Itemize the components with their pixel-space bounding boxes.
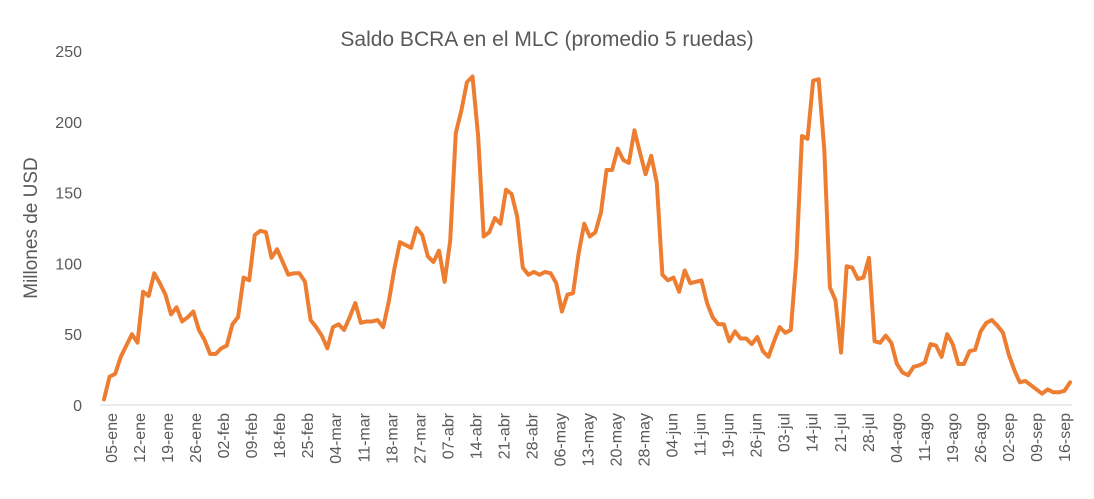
x-tick-label: 11-jun (693, 413, 710, 456)
x-tick-label: 03-jul (777, 413, 794, 452)
x-tick-label: 11-mar (356, 412, 373, 462)
x-tick-label: 21-jul (833, 413, 850, 452)
y-tick-label: 150 (55, 186, 82, 203)
x-tick-label: 26-ago (973, 413, 990, 463)
x-tick-label: 14-jul (805, 413, 822, 452)
x-tick-label: 05-ene (104, 413, 121, 463)
x-tick-label: 28-jul (861, 413, 878, 452)
x-axis-ticks: 05-ene 12-ene 19-ene 26-ene 02-feb 09-feb 18-f… (104, 412, 1074, 466)
y-tick-label: 250 (55, 44, 82, 61)
x-tick-label: 26-ene (188, 413, 205, 463)
x-tick-label: 11-ago (917, 413, 934, 462)
x-tick-label: 12-ene (132, 413, 149, 463)
x-tick-label: 28-abr (524, 412, 541, 459)
y-tick-label: 50 (64, 327, 82, 344)
x-tick-label: 19-ene (160, 413, 177, 463)
y-axis-ticks: 0 50 100 150 200 250 (55, 44, 82, 415)
x-tick-label: 04-jun (665, 413, 682, 457)
x-tick-label: 18-mar (384, 412, 401, 463)
x-tick-label: 26-jun (749, 413, 766, 457)
y-axis-label: Millones de USD (21, 157, 42, 299)
x-tick-label: 13-may (581, 413, 598, 466)
y-tick-label: 0 (73, 398, 82, 415)
x-tick-label: 16-sep (1057, 413, 1074, 462)
x-tick-label: 09-sep (1029, 413, 1046, 462)
series-line (102, 74, 1072, 402)
x-tick-label: 07-abr (440, 412, 457, 459)
x-tick-label: 02-feb (216, 413, 233, 458)
x-tick-label: 04-ago (889, 413, 906, 463)
x-tick-label: 27-mar (412, 412, 429, 463)
chart-title: Saldo BCRA en el MLC (promedio 5 ruedas) (340, 28, 753, 51)
x-tick-label: 21-abr (496, 412, 513, 459)
x-tick-label: 14-abr (468, 412, 485, 459)
x-tick-label: 06-may (552, 413, 569, 466)
x-tick-label: 02-sep (1001, 413, 1018, 462)
y-tick-label: 200 (55, 115, 82, 132)
x-tick-label: 28-may (637, 413, 654, 466)
x-tick-label: 09-feb (244, 413, 261, 458)
x-tick-label: 20-may (609, 413, 626, 466)
x-tick-label: 18-feb (272, 413, 289, 458)
series-group (102, 74, 1072, 402)
x-tick-label: 19-ago (945, 413, 962, 463)
x-tick-label: 04-mar (328, 412, 345, 463)
y-tick-label: 100 (55, 256, 82, 273)
x-tick-label: 25-feb (300, 413, 317, 458)
x-tick-label: 19-jun (721, 413, 738, 457)
